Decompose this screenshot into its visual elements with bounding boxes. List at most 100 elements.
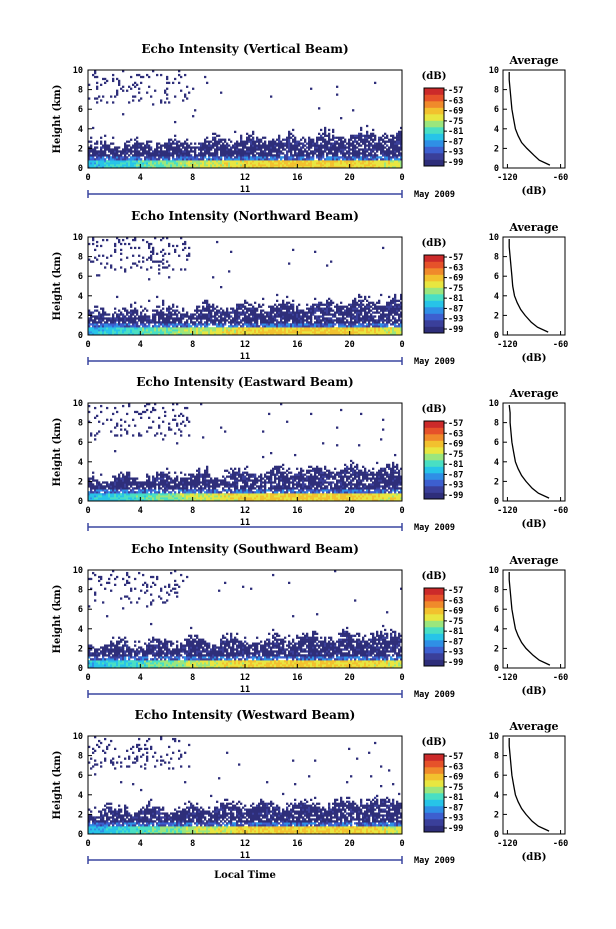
colorbar-tick-label: -93 xyxy=(448,315,463,325)
echo-cell xyxy=(346,329,349,332)
echo-cell xyxy=(266,146,269,149)
echo-cell xyxy=(216,164,219,167)
echo-cell xyxy=(332,134,335,137)
echo-cell xyxy=(114,327,117,330)
echo-cell xyxy=(376,156,379,159)
echo-cell xyxy=(258,152,261,155)
echo-cell xyxy=(374,307,377,310)
echo-cell xyxy=(178,162,181,165)
echo-cell xyxy=(308,140,311,143)
echo-cell xyxy=(362,138,365,141)
echo-cell xyxy=(200,325,203,328)
echo-cell xyxy=(300,323,303,326)
echo-cell xyxy=(168,319,171,322)
echo-cell xyxy=(202,156,205,159)
echo-cell xyxy=(320,303,323,306)
echo-cell xyxy=(100,162,103,165)
echo-cell xyxy=(142,309,145,312)
echo-cell xyxy=(100,487,103,490)
echo-cell xyxy=(174,329,177,332)
echo-cell xyxy=(162,258,165,261)
echo-cell xyxy=(310,138,313,141)
echo-cell xyxy=(140,329,143,332)
echo-cell xyxy=(334,156,337,159)
echo-cell xyxy=(142,323,145,326)
echo-cell xyxy=(274,309,277,312)
echo-cell xyxy=(134,333,137,336)
echo-cell xyxy=(322,144,325,147)
echo-cell xyxy=(132,254,135,257)
echo-cell xyxy=(234,148,237,151)
echo-cell xyxy=(348,142,351,145)
echo-cell xyxy=(162,307,165,310)
echo-cell xyxy=(134,148,137,151)
echo-cell xyxy=(368,327,371,330)
echo-cell xyxy=(356,311,359,314)
avg-y-tick-label: 10 xyxy=(489,66,499,76)
echo-cell xyxy=(378,305,381,308)
echo-cell xyxy=(164,152,167,155)
echo-cell xyxy=(220,152,223,155)
echo-cell xyxy=(242,154,245,157)
echo-cell xyxy=(180,150,183,153)
echo-cell xyxy=(364,295,367,299)
echo-cell xyxy=(376,309,379,312)
echo-cell xyxy=(378,333,381,336)
echo-cell xyxy=(244,154,247,157)
echo-cell xyxy=(352,164,355,167)
echo-cell xyxy=(102,497,105,500)
echo-cell xyxy=(168,101,171,104)
echo-cell xyxy=(252,323,255,326)
echo-cell xyxy=(256,158,259,161)
echo-cell xyxy=(116,495,119,498)
echo-cell xyxy=(186,154,189,157)
echo-cell xyxy=(356,152,359,155)
echo-cell xyxy=(266,160,269,163)
echo-cell xyxy=(300,158,303,161)
echo-cell xyxy=(204,142,207,145)
echo-cell xyxy=(368,329,371,332)
y-tick-label: 10 xyxy=(73,66,83,76)
echo-cell xyxy=(176,317,179,320)
echo-cell xyxy=(386,162,389,165)
echo-cell xyxy=(212,166,215,169)
echo-cell xyxy=(104,134,107,137)
echo-cell xyxy=(214,156,217,159)
echo-cell xyxy=(160,432,163,435)
echo-cell xyxy=(92,158,95,161)
echo-cell xyxy=(262,321,265,324)
echo-cell xyxy=(390,303,393,306)
echo-cell xyxy=(314,297,317,301)
echo-cell xyxy=(158,156,161,159)
echo-cell xyxy=(220,148,223,151)
echo-cell xyxy=(384,331,387,334)
echo-cell xyxy=(374,154,377,157)
echo-cell xyxy=(94,146,97,149)
echo-cell xyxy=(134,497,137,500)
echo-cell xyxy=(90,158,93,161)
echo-cell xyxy=(270,329,273,332)
echo-cell xyxy=(362,325,365,328)
echo-cell xyxy=(174,120,177,124)
echo-cell xyxy=(138,317,141,320)
echo-cell xyxy=(92,497,95,500)
echo-cell xyxy=(302,331,305,334)
echo-cell xyxy=(350,158,353,161)
echo-cell xyxy=(136,491,139,494)
echo-cell xyxy=(168,156,171,159)
echo-cell xyxy=(244,162,247,165)
echo-cell xyxy=(114,434,117,437)
echo-cell xyxy=(244,323,247,326)
echo-cell xyxy=(324,313,327,316)
echo-cell xyxy=(254,150,257,153)
echo-cell xyxy=(400,327,403,330)
echo-cell xyxy=(184,162,187,165)
echo-cell xyxy=(330,156,333,159)
echo-cell xyxy=(134,323,137,326)
echo-cell xyxy=(282,329,285,332)
echo-cell xyxy=(164,101,167,104)
echo-cell xyxy=(156,329,159,332)
echo-cell xyxy=(158,416,161,419)
echo-cell xyxy=(240,311,243,314)
echo-cell xyxy=(368,140,371,143)
